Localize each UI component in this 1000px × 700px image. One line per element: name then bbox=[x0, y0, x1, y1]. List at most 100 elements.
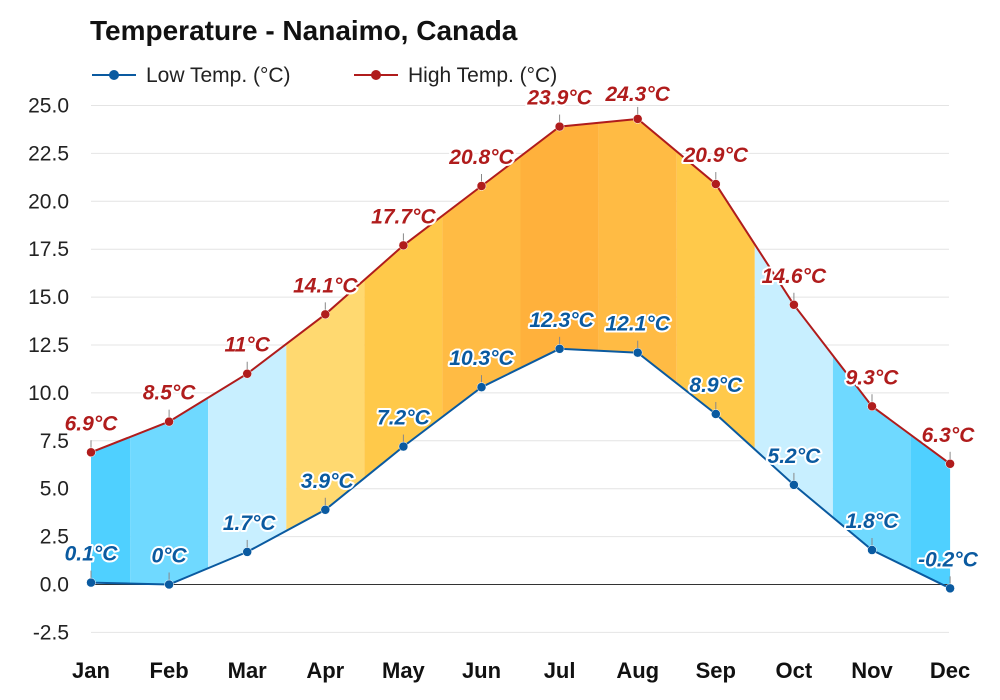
band-feb bbox=[130, 397, 209, 585]
band-aug bbox=[598, 118, 677, 384]
low-point-jan bbox=[86, 577, 96, 588]
low-label-dec: -0.2°C bbox=[918, 548, 979, 571]
high-point-dec bbox=[945, 459, 955, 469]
high-label-sep: 20.9°C bbox=[683, 144, 749, 167]
band-mar bbox=[208, 344, 287, 569]
low-point-oct bbox=[789, 480, 799, 490]
low-label-oct: 5.2°C bbox=[768, 445, 822, 468]
y-tick-label: 22.5 bbox=[28, 142, 69, 165]
low-point-may bbox=[398, 441, 409, 452]
data-points bbox=[86, 106, 955, 594]
high-point-mar bbox=[242, 368, 252, 379]
low-label-may: 7.2°C bbox=[377, 407, 431, 430]
band-jul bbox=[520, 122, 599, 368]
low-point-feb bbox=[164, 579, 174, 590]
high-label-apr: 14.1°C bbox=[293, 274, 358, 297]
x-tick-label-jan: Jan bbox=[72, 658, 110, 683]
month-bands bbox=[91, 118, 951, 589]
low-point-jul bbox=[554, 344, 565, 354]
low-point-sep bbox=[711, 409, 721, 419]
high-label-jul: 23.9°C bbox=[526, 87, 592, 110]
high-point-sep bbox=[711, 179, 721, 189]
low-point-nov bbox=[867, 545, 877, 555]
legend-low-label: Low Temp. (°C) bbox=[146, 64, 291, 87]
band-may bbox=[364, 215, 443, 479]
x-tick-label-sep: Sep bbox=[696, 658, 736, 683]
y-tick-label: 25.0 bbox=[28, 95, 69, 118]
y-tick-label: 10.0 bbox=[28, 382, 69, 405]
high-point-may bbox=[398, 240, 409, 251]
x-tick-label-nov: Nov bbox=[851, 658, 893, 683]
low-label-sep: 8.9°C bbox=[689, 374, 743, 397]
band-dec bbox=[911, 435, 951, 589]
low-label-apr: 3.9°C bbox=[301, 470, 355, 493]
band-jun bbox=[442, 156, 521, 417]
low-label-jan: 0.1°C bbox=[65, 543, 119, 566]
legend: Low Temp. (°C) High Temp. (°C) bbox=[92, 64, 557, 87]
low-point-mar bbox=[242, 547, 252, 557]
y-tick-label: 20.0 bbox=[28, 190, 69, 213]
high-label-aug: 24.3°C bbox=[604, 83, 670, 106]
y-tick-label: 15.0 bbox=[28, 286, 69, 309]
high-label-jun: 20.8°C bbox=[448, 146, 514, 169]
series-lines bbox=[90, 117, 951, 590]
high-point-jan bbox=[86, 447, 96, 458]
x-tick-label-jun: Jun bbox=[462, 658, 501, 683]
high-point-oct bbox=[789, 300, 799, 310]
high-label-nov: 9.3°C bbox=[846, 366, 900, 389]
y-tick-label: 5.0 bbox=[40, 478, 69, 501]
high-label-dec: 6.3°C bbox=[922, 424, 976, 447]
data-labels: 0.1°C 0°C 1.7°C 3.9°C 7.2°C 10.3°C 12.3°C 12.1°… bbox=[63, 81, 981, 573]
x-tick-label-may: May bbox=[382, 658, 426, 683]
y-tick-label: 17.5 bbox=[28, 238, 69, 261]
low-label-aug: 12.1°C bbox=[605, 313, 670, 336]
chart-title: Temperature - Nanaimo, Canada bbox=[90, 15, 518, 46]
legend-low-marker bbox=[109, 70, 119, 80]
x-tick-label-feb: Feb bbox=[150, 658, 189, 683]
low-point-apr bbox=[320, 505, 331, 515]
legend-item-low: Low Temp. (°C) bbox=[92, 64, 291, 87]
low-label-feb: 0°C bbox=[151, 545, 187, 568]
band-sep bbox=[676, 151, 755, 450]
band-jan bbox=[91, 437, 131, 584]
y-tick-label: 7.5 bbox=[40, 430, 69, 453]
x-tick-label-jul: Jul bbox=[544, 658, 576, 683]
high-label-mar: 11°C bbox=[225, 334, 271, 357]
x-tick-label-mar: Mar bbox=[228, 658, 268, 683]
high-temp-line bbox=[90, 117, 951, 465]
x-tick-label-dec: Dec bbox=[930, 658, 970, 683]
high-point-aug bbox=[632, 114, 643, 124]
low-point-dec bbox=[945, 583, 955, 594]
low-point-jun bbox=[476, 382, 487, 392]
high-point-jun bbox=[476, 181, 487, 191]
legend-item-high: High Temp. (°C) bbox=[354, 64, 557, 87]
high-label-oct: 14.6°C bbox=[762, 265, 827, 288]
x-tick-label-oct: Oct bbox=[776, 658, 813, 683]
y-tick-label: -2.5 bbox=[33, 621, 69, 644]
low-temp-line bbox=[90, 347, 951, 590]
low-label-mar: 1.7°C bbox=[223, 512, 277, 535]
y-axis: 25.0 22.5 20.0 17.5 15.0 12.5 10.0 7.5 5.0 2.5 0.0… bbox=[28, 95, 69, 645]
y-tick-label: 2.5 bbox=[40, 526, 69, 549]
low-label-jul: 12.3°C bbox=[529, 309, 594, 332]
y-tick-label: 12.5 bbox=[28, 334, 69, 357]
band-apr bbox=[286, 279, 365, 531]
high-point-nov bbox=[867, 401, 877, 412]
x-axis: Jan Feb Mar Apr May Jun Jul Aug Sep Oct Nov Dec bbox=[72, 658, 970, 683]
legend-high-marker bbox=[371, 70, 381, 80]
band-nov bbox=[832, 355, 911, 570]
low-label-nov: 1.8°C bbox=[846, 510, 900, 533]
x-tick-label-apr: Apr bbox=[306, 658, 344, 683]
band-oct bbox=[754, 244, 833, 518]
y-tick-label: 0.0 bbox=[40, 574, 69, 597]
high-label-jan: 6.9°C bbox=[65, 412, 119, 435]
high-label-may: 17.7°C bbox=[371, 205, 436, 228]
low-label-jun: 10.3°C bbox=[449, 347, 514, 370]
high-point-apr bbox=[320, 309, 331, 320]
low-point-aug bbox=[632, 347, 643, 358]
high-point-feb bbox=[164, 416, 174, 427]
high-point-jul bbox=[554, 121, 565, 132]
high-label-feb: 8.5°C bbox=[143, 382, 197, 405]
legend-high-label: High Temp. (°C) bbox=[408, 64, 557, 87]
